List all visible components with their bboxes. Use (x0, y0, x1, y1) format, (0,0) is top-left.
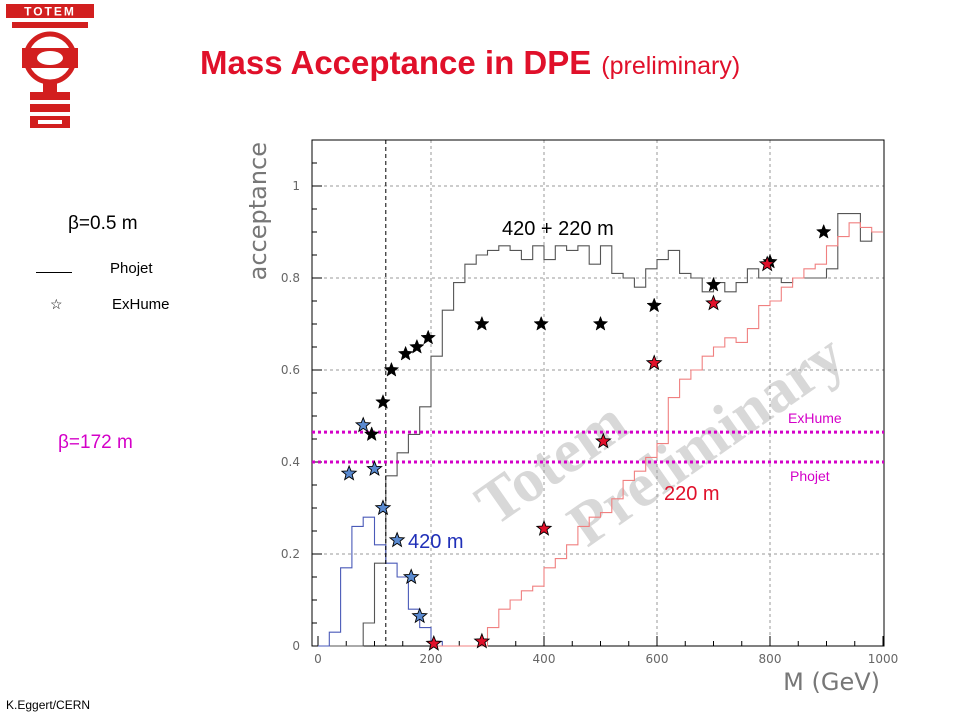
footer-credit: K.Eggert/CERN (6, 698, 91, 712)
star-marker (354, 416, 372, 433)
legend-star-icon: ☆ (50, 296, 63, 312)
hline-label-exhume: ExHume (788, 410, 842, 426)
star-marker (474, 315, 490, 331)
star-marker (374, 499, 392, 516)
label-420-220: 420 + 220 m (502, 218, 614, 240)
histogram-0 (318, 213, 883, 647)
star-marker (411, 607, 428, 624)
star-marker (815, 223, 832, 239)
hline-label-phojet: Phojet (790, 468, 830, 484)
y-tick-label: 1 (292, 179, 300, 193)
x-tick-label: 800 (759, 652, 782, 666)
y-tick-label: 0.8 (281, 271, 300, 285)
star-marker (535, 519, 553, 536)
star-markers (340, 223, 832, 651)
reference-lines (312, 140, 884, 646)
label-420: 420 m (408, 531, 464, 553)
star-marker (402, 568, 420, 585)
star-marker (409, 338, 425, 354)
star-marker (375, 394, 391, 409)
star-marker (366, 460, 383, 477)
y-tick-label: 0.2 (281, 547, 300, 561)
y-axis-title: acceptance (244, 142, 272, 280)
star-marker (595, 432, 612, 449)
title-sub: (preliminary) (601, 52, 741, 80)
chart-frame: 0 200 400 600 800 1000 0 0.2 0.4 0.6 0.8 1 M (GeV) ac… (244, 139, 899, 696)
totem-logo-graphic: TOTEM (6, 4, 94, 128)
star-marker (425, 634, 443, 651)
svg-text:TOTEM: TOTEM (24, 5, 76, 19)
legend-phojet-label: Phojet (110, 260, 153, 277)
legend-phojet-line (36, 272, 72, 273)
y-tick-label: 0 (292, 639, 300, 653)
x-tick-label: 0 (314, 652, 322, 666)
star-marker (383, 361, 400, 377)
totem-logo: TOTEM (4, 2, 100, 132)
star-marker (705, 276, 722, 292)
label-220: 220 m (664, 483, 720, 505)
star-marker (645, 354, 663, 371)
star-marker (397, 345, 414, 361)
slide-title: Mass Acceptance in DPE (preliminary) (200, 44, 740, 82)
star-marker (592, 315, 609, 331)
star-marker (363, 426, 380, 442)
star-marker (646, 297, 662, 313)
star-marker (705, 294, 722, 311)
title-main: Mass Acceptance in DPE (200, 44, 592, 81)
star-marker (473, 632, 491, 649)
star-marker (758, 255, 776, 272)
x-tick-label: 600 (646, 652, 669, 666)
star-marker (340, 464, 358, 481)
histogram-2 (431, 222, 883, 647)
chart-labels: ExHume Phojet 420 + 220 m 420 m 220 m (408, 218, 842, 553)
beta-large-label: β=172 m (58, 432, 133, 453)
x-axis-title: M (GeV) (783, 668, 880, 696)
star-marker (420, 329, 436, 345)
x-tick-label: 400 (533, 652, 556, 666)
x-tick-label: 200 (420, 652, 443, 666)
y-tick-label: 0.6 (281, 363, 300, 377)
x-tick-label: 1000 (868, 652, 899, 666)
star-marker (533, 315, 549, 331)
star-marker (388, 531, 406, 548)
y-tick-label: 0.4 (281, 455, 300, 469)
beta-small-label: β=0.5 m (68, 213, 138, 234)
legend-exhume-label: ExHume (112, 296, 170, 313)
